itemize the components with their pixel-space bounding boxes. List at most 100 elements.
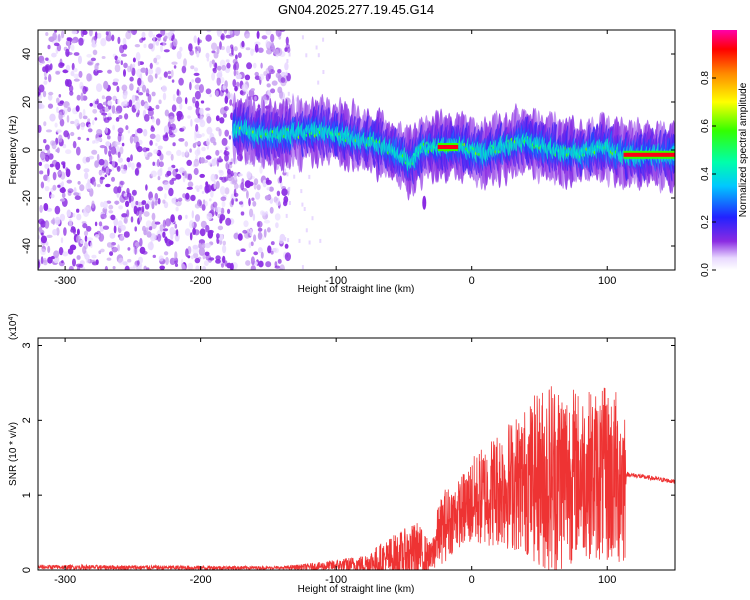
noise-speckle (38, 98, 41, 102)
noise-speckle (92, 108, 98, 114)
noise-speckle (110, 214, 116, 221)
noise-speckle (105, 95, 112, 101)
noise-speckle (119, 234, 125, 242)
noise-speckle (48, 91, 54, 96)
noise-speckle (265, 30, 272, 36)
noise-speckle (139, 237, 143, 247)
noise-speckle (275, 30, 282, 37)
noise-speckle (305, 228, 308, 233)
noise-speckle (76, 228, 80, 236)
noise-speckle (132, 63, 136, 68)
noise-speckle (227, 160, 230, 164)
noise-speckle (58, 94, 62, 98)
noise-speckle (52, 217, 56, 226)
noise-speckle (221, 263, 224, 268)
noise-speckle (149, 62, 153, 69)
noise-speckle (76, 213, 82, 221)
noise-speckle (215, 255, 221, 261)
noise-speckle (117, 36, 121, 45)
noise-speckle (211, 42, 218, 51)
noise-speckle (156, 159, 160, 167)
noise-speckle (54, 205, 61, 215)
noise-speckle (233, 69, 237, 77)
noise-speckle (162, 228, 169, 232)
noise-speckle (56, 97, 60, 104)
noise-speckle (178, 167, 185, 174)
noise-speckle (218, 169, 223, 174)
noise-speckle (260, 251, 264, 259)
noise-speckle (235, 70, 239, 76)
noise-speckle (105, 183, 111, 188)
noise-speckle (112, 81, 118, 86)
noise-speckle (116, 165, 121, 172)
noise-speckle (226, 45, 231, 54)
noise-speckle (220, 46, 225, 51)
noise-speckle (263, 228, 267, 238)
noise-speckle (124, 90, 129, 96)
noise-speckle (63, 227, 67, 236)
noise-speckle (298, 238, 301, 243)
noise-speckle (131, 189, 137, 196)
noise-speckle (201, 146, 206, 152)
noise-speckle (163, 181, 170, 191)
noise-speckle (105, 31, 109, 36)
noise-speckle (100, 38, 107, 47)
noise-speckle (46, 175, 51, 183)
noise-speckle (175, 206, 179, 212)
noise-speckle (54, 216, 61, 226)
noise-speckle (118, 257, 124, 265)
noise-speckle (230, 262, 234, 270)
noise-speckle (75, 105, 80, 112)
noise-speckle (83, 241, 88, 250)
noise-speckle (169, 179, 175, 185)
noise-speckle (142, 225, 146, 232)
noise-speckle (253, 62, 257, 69)
x-tick-label: -200 (190, 275, 212, 287)
noise-speckle (129, 135, 134, 144)
noise-speckle (213, 180, 217, 190)
noise-speckle (117, 56, 122, 63)
noise-speckle (194, 214, 201, 222)
noise-speckle (134, 226, 137, 232)
noise-speckle (171, 177, 177, 181)
noise-speckle (154, 200, 158, 206)
spectrogram-x-label: Height of straight line (km) (298, 284, 415, 295)
noise-speckle (118, 157, 123, 163)
spectrogram-panel: -300 -200 -100 0 100 40 20 0 -20 -40 Height of s… (8, 29, 676, 295)
noise-speckle (58, 62, 64, 69)
noise-speckle (224, 187, 230, 195)
noise-speckle (123, 69, 126, 77)
noise-speckle (194, 141, 202, 145)
noise-speckle (94, 234, 100, 239)
noise-speckle (167, 70, 172, 75)
noise-speckle (196, 50, 200, 58)
noise-speckle (208, 161, 212, 166)
noise-speckle (275, 200, 281, 207)
noise-speckle (204, 260, 209, 266)
noise-speckle (322, 37, 325, 42)
noise-speckle (308, 240, 311, 245)
noise-speckle (59, 100, 64, 104)
noise-speckle (158, 255, 164, 262)
noise-speckle (114, 110, 120, 115)
noise-speckle (257, 227, 263, 232)
y-tick-label: 20 (21, 96, 33, 108)
noise-speckle (301, 265, 304, 270)
noise-speckle (303, 207, 306, 211)
noise-speckle (122, 261, 128, 266)
noise-speckle (134, 44, 141, 48)
noise-speckle (167, 75, 172, 80)
noise-speckle (118, 205, 123, 210)
noise-speckle (73, 78, 80, 82)
noise-speckle (215, 180, 220, 189)
noise-speckle (204, 200, 208, 207)
noise-speckle (76, 163, 81, 171)
noise-speckle (234, 61, 240, 71)
noise-speckle (87, 128, 93, 133)
noise-speckle (43, 257, 47, 263)
noise-speckle (39, 170, 44, 175)
noise-speckle (222, 244, 227, 254)
noise-speckle (93, 181, 97, 187)
noise-speckle (43, 80, 48, 85)
noise-speckle (216, 65, 222, 71)
